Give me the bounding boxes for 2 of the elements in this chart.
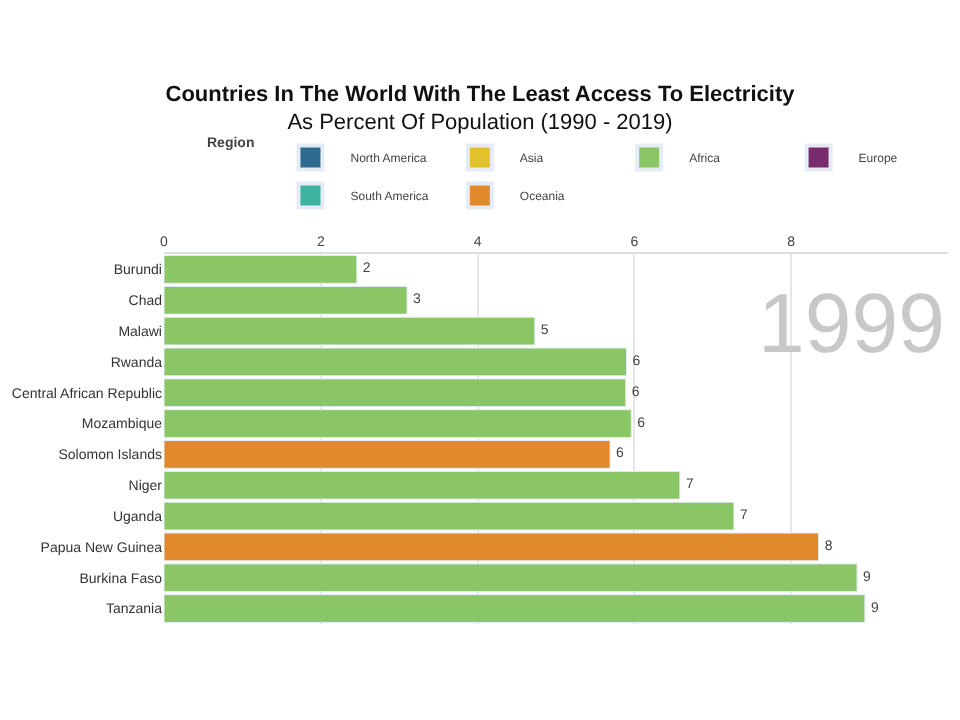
chart-subtitle: As Percent Of Population (1990 - 2019) (287, 111, 673, 136)
chart-title: Countries In The World With The Least Access To Electricity (165, 82, 797, 107)
